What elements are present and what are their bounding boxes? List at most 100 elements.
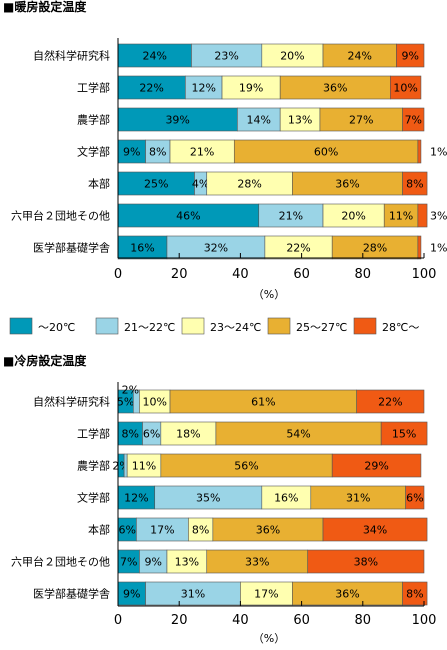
data-label: 24% xyxy=(142,50,166,63)
category-label: 本部 xyxy=(88,523,110,537)
legend-label: 28℃～ xyxy=(382,321,419,334)
data-label: 17% xyxy=(150,524,174,537)
data-label: 36% xyxy=(256,524,280,537)
data-label: 16% xyxy=(130,242,154,255)
data-label: 8% xyxy=(149,146,166,159)
legend-swatch xyxy=(267,317,291,335)
data-label: 22% xyxy=(139,82,163,95)
data-label: 18% xyxy=(176,428,200,441)
data-label: 31% xyxy=(346,492,370,505)
data-label: 46% xyxy=(176,210,200,223)
category-label: 本部 xyxy=(88,177,110,191)
data-label: 4% xyxy=(192,178,209,191)
bar-segment xyxy=(307,549,425,574)
data-label: 17% xyxy=(254,588,278,601)
data-label: 10% xyxy=(393,82,417,95)
data-label: 5% xyxy=(117,396,134,409)
data-label: 34% xyxy=(363,524,387,537)
bar-segment xyxy=(402,107,425,132)
data-label: 28% xyxy=(363,242,387,255)
x-tick-label: 80 xyxy=(355,613,372,628)
x-tick-label: 100 xyxy=(412,613,437,628)
legend-swatch xyxy=(181,317,205,335)
data-label: 35% xyxy=(196,492,220,505)
data-label: 11% xyxy=(132,460,156,473)
chart-title: ■暖房設定温度 xyxy=(3,0,87,14)
category-label: 農学部 xyxy=(77,113,110,127)
bar-segment xyxy=(417,203,428,228)
chart-title: ■冷房設定温度 xyxy=(3,353,87,368)
data-label: 8% xyxy=(406,588,423,601)
bar-segment xyxy=(402,171,428,196)
category-label: 医学部基礎学舎 xyxy=(33,241,110,255)
data-label: 20% xyxy=(341,210,365,223)
data-label: 9% xyxy=(123,588,140,601)
x-tick-label: 100 xyxy=(412,267,437,282)
data-label: 36% xyxy=(323,82,347,95)
data-label: 19% xyxy=(239,82,263,95)
legend-swatch xyxy=(353,317,377,335)
x-axis-label: （%） xyxy=(253,288,285,301)
data-label: 38% xyxy=(354,556,378,569)
data-label: 2% xyxy=(122,384,139,397)
data-label: 60% xyxy=(314,146,338,159)
data-label: 1% xyxy=(430,146,447,159)
data-label: 12% xyxy=(124,492,148,505)
legend-label: 21～22℃ xyxy=(124,321,175,334)
data-label: 16% xyxy=(274,492,298,505)
legend-swatch xyxy=(95,317,119,335)
data-label: 8% xyxy=(406,178,423,191)
x-axis-label: （%） xyxy=(253,632,285,645)
legend-label: 25～27℃ xyxy=(296,321,347,334)
data-label: 29% xyxy=(364,460,388,473)
data-label: 9% xyxy=(144,556,161,569)
data-label: 22% xyxy=(378,396,402,409)
x-tick-label: 40 xyxy=(232,613,249,628)
bar-segment xyxy=(390,75,422,100)
data-label: 22% xyxy=(286,242,310,255)
data-label: 9% xyxy=(123,146,140,159)
data-label: 28% xyxy=(237,178,261,191)
data-label: 23% xyxy=(214,50,238,63)
data-label: 14% xyxy=(247,114,271,127)
data-label: 6% xyxy=(406,492,423,505)
bar-segment xyxy=(356,389,425,414)
data-label: 21% xyxy=(279,210,303,223)
bar-segment xyxy=(402,581,428,606)
bar-segment xyxy=(405,485,425,510)
data-label: 10% xyxy=(142,396,166,409)
data-label: 6% xyxy=(118,524,135,537)
category-label: 農学部 xyxy=(77,459,110,473)
data-label: 27% xyxy=(349,114,373,127)
category-label: 六甲台２団地その他 xyxy=(11,555,110,569)
x-tick-label: 0 xyxy=(114,267,122,282)
data-label: 13% xyxy=(288,114,312,127)
data-label: 25% xyxy=(144,178,168,191)
data-label: 12% xyxy=(191,82,215,95)
bar-segment xyxy=(396,43,425,68)
bar-segment xyxy=(417,139,422,164)
legend-label: 23～24℃ xyxy=(210,321,261,334)
data-label: 20% xyxy=(280,50,304,63)
x-tick-label: 60 xyxy=(293,613,310,628)
data-label: 13% xyxy=(175,556,199,569)
bar-segment xyxy=(380,421,428,446)
data-label: 54% xyxy=(286,428,310,441)
data-label: 11% xyxy=(389,210,413,223)
data-label: 8% xyxy=(122,428,139,441)
data-label: 56% xyxy=(234,460,258,473)
data-label: 1% xyxy=(430,242,447,255)
data-label: 3% xyxy=(430,210,447,223)
x-tick-label: 0 xyxy=(114,613,122,628)
data-label: 15% xyxy=(392,428,416,441)
category-label: 自然科学研究科 xyxy=(33,49,110,63)
x-tick-label: 20 xyxy=(171,267,188,282)
category-label: 文学部 xyxy=(77,145,110,159)
x-tick-label: 80 xyxy=(355,267,372,282)
category-label: 工学部 xyxy=(77,427,110,441)
bar-segment xyxy=(331,453,422,478)
data-label: 39% xyxy=(165,114,189,127)
legend-swatch xyxy=(9,317,33,335)
category-label: 六甲台２団地その他 xyxy=(11,209,110,223)
